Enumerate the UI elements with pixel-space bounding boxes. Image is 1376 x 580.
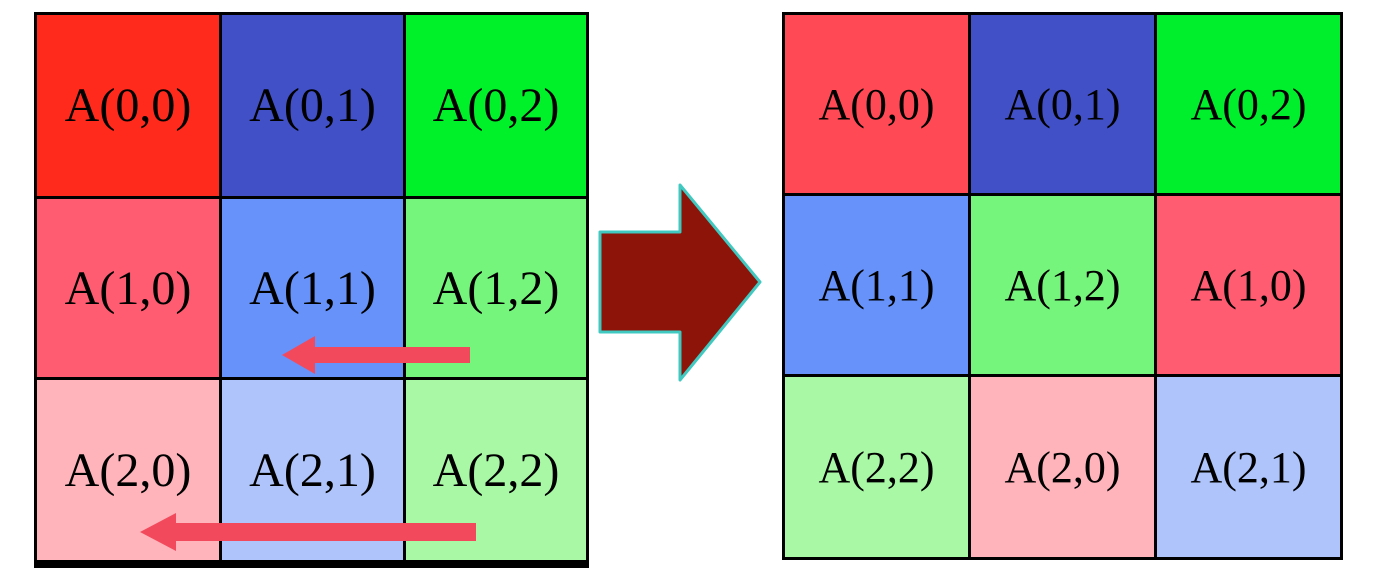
right-cell-0-2: A(0,2): [1157, 15, 1340, 193]
right-cell-0-1: A(0,1): [971, 15, 1154, 193]
left-cell-0-1: A(0,1): [222, 15, 403, 196]
left-cell-1-2: A(1,2): [406, 199, 586, 377]
right-cell-1-1: A(1,2): [971, 196, 1154, 374]
left-cell-2-2: A(2,2): [406, 380, 586, 560]
right-matrix: A(0,0) A(0,1) A(0,2) A(1,1) A(1,2) A(1,0…: [782, 12, 1343, 560]
right-cell-2-1: A(2,0): [971, 377, 1154, 557]
left-matrix: A(0,0) A(0,1) A(0,2) A(1,0) A(1,1) A(1,2…: [34, 12, 589, 568]
left-cell-2-1: A(2,1): [222, 380, 403, 560]
right-cell-1-0: A(1,1): [785, 196, 968, 374]
left-cell-1-1: A(1,1): [222, 199, 403, 377]
left-cell-0-0: A(0,0): [37, 15, 219, 196]
right-cell-2-2: A(2,1): [1157, 377, 1340, 557]
right-cell-1-2: A(1,0): [1157, 196, 1340, 374]
transform-right-arrow: [598, 183, 762, 382]
left-cell-0-2: A(0,2): [406, 15, 586, 196]
right-cell-0-0: A(0,0): [785, 15, 968, 193]
right-cell-2-0: A(2,2): [785, 377, 968, 557]
left-cell-1-0: A(1,0): [37, 199, 219, 377]
left-cell-2-0: A(2,0): [37, 380, 219, 560]
